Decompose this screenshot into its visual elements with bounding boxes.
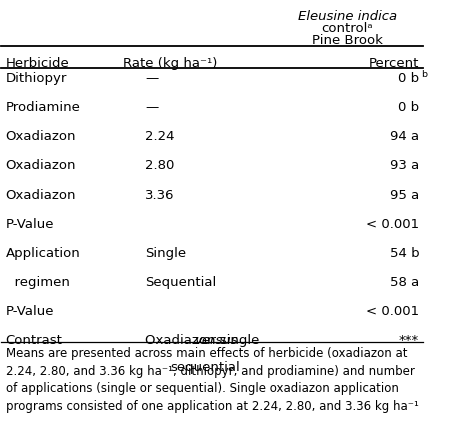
Text: versus: versus bbox=[194, 334, 237, 347]
Text: Oxadiazon: Oxadiazon bbox=[6, 130, 76, 143]
Text: < 0.001: < 0.001 bbox=[366, 305, 419, 318]
Text: 0 b: 0 b bbox=[398, 72, 419, 85]
Text: Rate (kg ha⁻¹): Rate (kg ha⁻¹) bbox=[123, 57, 218, 70]
Text: Contrast: Contrast bbox=[6, 334, 63, 347]
Text: 54 b: 54 b bbox=[390, 247, 419, 260]
Text: < 0.001: < 0.001 bbox=[366, 218, 419, 231]
Text: 0 b: 0 b bbox=[398, 101, 419, 114]
Text: Application: Application bbox=[6, 247, 81, 260]
Text: 2.80: 2.80 bbox=[145, 159, 174, 173]
Text: Percent: Percent bbox=[369, 57, 419, 70]
Text: Eleusine indica: Eleusine indica bbox=[298, 10, 397, 23]
Text: 94 a: 94 a bbox=[390, 130, 419, 143]
Text: Pine Brook: Pine Brook bbox=[312, 35, 383, 47]
Text: b: b bbox=[421, 70, 427, 79]
Text: controlᵃ: controlᵃ bbox=[322, 22, 373, 35]
Text: —: — bbox=[145, 101, 158, 114]
Text: Dithiopyr: Dithiopyr bbox=[6, 72, 67, 85]
Text: 93 a: 93 a bbox=[390, 159, 419, 173]
Text: Oxadiazon: Oxadiazon bbox=[6, 188, 76, 201]
Text: Herbicide: Herbicide bbox=[6, 57, 69, 70]
Text: sequential: sequential bbox=[170, 360, 240, 374]
Text: Sequential: Sequential bbox=[145, 276, 216, 289]
Text: Means are presented across main effects of herbicide (oxadiazon at
2.24, 2.80, a: Means are presented across main effects … bbox=[6, 347, 419, 413]
Text: P-Value: P-Value bbox=[6, 305, 54, 318]
Text: Prodiamine: Prodiamine bbox=[6, 101, 81, 114]
Text: 95 a: 95 a bbox=[390, 188, 419, 201]
Text: regimen: regimen bbox=[6, 276, 70, 289]
Text: 58 a: 58 a bbox=[390, 276, 419, 289]
Text: Single: Single bbox=[145, 247, 186, 260]
Text: —: — bbox=[145, 72, 158, 85]
Text: Oxadiazon: Oxadiazon bbox=[6, 159, 76, 173]
Text: 3.36: 3.36 bbox=[145, 188, 174, 201]
Text: Oxadiazon single: Oxadiazon single bbox=[145, 334, 264, 347]
Text: P-Value: P-Value bbox=[6, 218, 54, 231]
Text: 2.24: 2.24 bbox=[145, 130, 174, 143]
Text: ***: *** bbox=[399, 334, 419, 347]
